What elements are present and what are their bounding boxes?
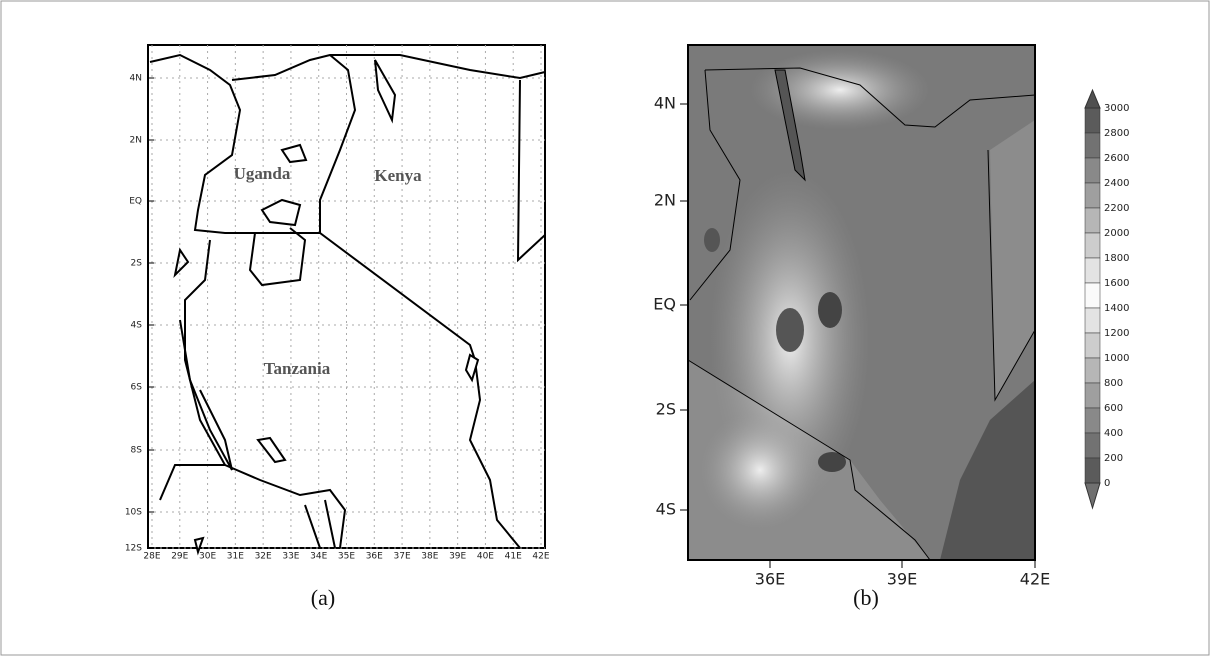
- panel-a: 4N 2N EQ 2S 4S 6S 8S 10S 12S 28E 29E 30E 31E 32E 33E 3…: [125, 44, 550, 610]
- terrain-coast: [940, 380, 1035, 560]
- highland: [700, 410, 820, 530]
- colorbar-label: 0: [1104, 478, 1110, 489]
- colorbar-segment: [1084, 332, 1101, 359]
- colorbar-segment: [1084, 382, 1101, 409]
- y-axis-labels: 4N 2N EQ 2S 4S: [653, 94, 688, 519]
- country-label: Kenya: [374, 166, 422, 185]
- x-tick-label: 31E: [227, 552, 244, 562]
- colorbar-segment: [1084, 157, 1101, 184]
- colorbar-segment: [1084, 182, 1101, 209]
- borders: [687, 67, 1036, 561]
- y-tick-label: 10S: [125, 508, 142, 518]
- colorbar-segment: [1084, 257, 1101, 284]
- x-tick-label: 33E: [282, 552, 299, 562]
- coastlines-borders: [149, 53, 546, 549]
- y-tick-label: 2S: [131, 259, 143, 269]
- colorbar: 3000280026002400220020001800160014001200…: [1084, 88, 1129, 510]
- x-tick-label: 36E: [755, 570, 785, 589]
- peak: [818, 292, 842, 328]
- x-tick-label: 34E: [310, 552, 327, 562]
- colorbar-segment: [1084, 457, 1101, 484]
- y-tick-label: 4S: [131, 321, 143, 331]
- colorbar-segment: [1084, 207, 1101, 234]
- colorbar-label: 3000: [1104, 103, 1129, 114]
- x-tick-label: 28E: [143, 552, 160, 562]
- colorbar-label: 1200: [1104, 328, 1129, 339]
- y-tick-label: EQ: [653, 295, 676, 314]
- country-label: Uganda: [234, 164, 291, 183]
- caption: (a): [311, 585, 335, 610]
- colorbar-label: 1400: [1104, 303, 1129, 314]
- x-tick-label: 39E: [887, 570, 917, 589]
- peak: [818, 452, 846, 472]
- caption: (b): [853, 585, 879, 610]
- peak: [704, 228, 720, 252]
- y-tick-label: 12S: [125, 544, 142, 554]
- x-tick-label: 37E: [394, 552, 411, 562]
- x-axis-labels: 36E 39E 42E: [755, 560, 1050, 589]
- colorbar-label: 1000: [1104, 353, 1129, 364]
- colorbar-label: 2800: [1104, 128, 1129, 139]
- y-axis-labels: 4N 2N EQ 2S 4S 6S 8S 10S 12S: [125, 74, 154, 554]
- x-tick-label: 36E: [366, 552, 383, 562]
- colorbar-cap: [1084, 88, 1101, 109]
- x-tick-label: 41E: [505, 552, 522, 562]
- y-tick-label: 8S: [131, 446, 143, 456]
- y-tick-label: 2N: [654, 191, 676, 210]
- x-tick-label: 38E: [421, 552, 438, 562]
- colorbar-segment: [1084, 232, 1101, 259]
- y-tick-label: 6S: [131, 383, 143, 393]
- y-tick-label: 4S: [656, 500, 676, 519]
- y-tick-label: 2S: [656, 400, 676, 419]
- x-tick-label: 42E: [1020, 570, 1050, 589]
- y-tick-label: 4N: [654, 94, 676, 113]
- colorbar-segment: [1084, 432, 1101, 459]
- x-tick-label: 39E: [449, 552, 466, 562]
- colorbar-segment: [1084, 282, 1101, 309]
- grid: [148, 45, 545, 549]
- country-label: Tanzania: [264, 359, 331, 378]
- x-tick-label: 29E: [171, 552, 188, 562]
- panel-b: 4N 2N EQ 2S 4S 36E 39E 42E 3000 2800 2600 2400 220…: [653, 44, 1129, 610]
- y-tick-label: EQ: [129, 197, 142, 207]
- colorbar-label: 2000: [1104, 228, 1129, 239]
- colorbar-label: 2200: [1104, 203, 1129, 214]
- x-tick-label: 32E: [255, 552, 272, 562]
- x-tick-label: 30E: [199, 552, 216, 562]
- colorbar-label: 200: [1104, 453, 1123, 464]
- colorbar-label: 1800: [1104, 253, 1129, 264]
- colorbar-label: 600: [1104, 403, 1123, 414]
- colorbar-label: 1600: [1104, 278, 1129, 289]
- y-tick-label: 2N: [130, 136, 142, 146]
- colorbar-label: 800: [1104, 378, 1123, 389]
- colorbar-segment: [1084, 132, 1101, 159]
- lake-turkana: [774, 69, 806, 182]
- colorbar-segment: [1084, 357, 1101, 384]
- x-axis-labels: 28E 29E 30E 31E 32E 33E 34E 35E 36E 37E 38E 39E 40E 4…: [143, 552, 549, 562]
- colorbar-label: 2600: [1104, 153, 1129, 164]
- colorbar-segment: [1084, 107, 1101, 134]
- x-tick-label: 42E: [532, 552, 549, 562]
- colorbar-segment: [1084, 307, 1101, 334]
- colorbar-label: 400: [1104, 428, 1123, 439]
- colorbar-segment: [1084, 407, 1101, 434]
- x-tick-label: 35E: [338, 552, 355, 562]
- x-tick-label: 40E: [477, 552, 494, 562]
- colorbar-cap: [1084, 482, 1101, 510]
- colorbar-label: 2400: [1104, 178, 1129, 189]
- map-frame: [687, 44, 1036, 561]
- y-tick-label: 4N: [130, 74, 142, 84]
- highland: [750, 50, 930, 130]
- peak: [776, 308, 804, 352]
- lakes: [193, 143, 480, 556]
